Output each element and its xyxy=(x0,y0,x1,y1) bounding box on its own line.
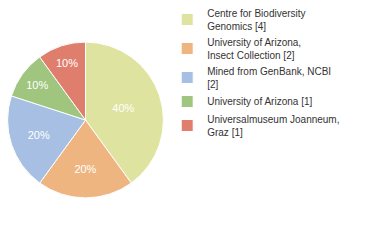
svg-text:40%: 40% xyxy=(112,102,134,114)
svg-text:20%: 20% xyxy=(74,163,96,175)
svg-text:10%: 10% xyxy=(26,79,48,91)
svg-text:University of Arizona,Insect C: University of Arizona,Insect Collection … xyxy=(207,37,301,61)
svg-text:Universalmuseum Joanneum,Graz: Universalmuseum Joanneum,Graz [1] xyxy=(207,114,339,138)
svg-text:20%: 20% xyxy=(28,129,50,141)
svg-text:10%: 10% xyxy=(56,57,78,69)
svg-text:Centre for BiodiversityGenomic: Centre for BiodiversityGenomics [4] xyxy=(207,8,305,32)
svg-text:Mined from GenBank, NCBI[2]: Mined from GenBank, NCBI[2] xyxy=(207,66,331,90)
svg-text:University of Arizona [1]: University of Arizona [1] xyxy=(207,96,312,107)
